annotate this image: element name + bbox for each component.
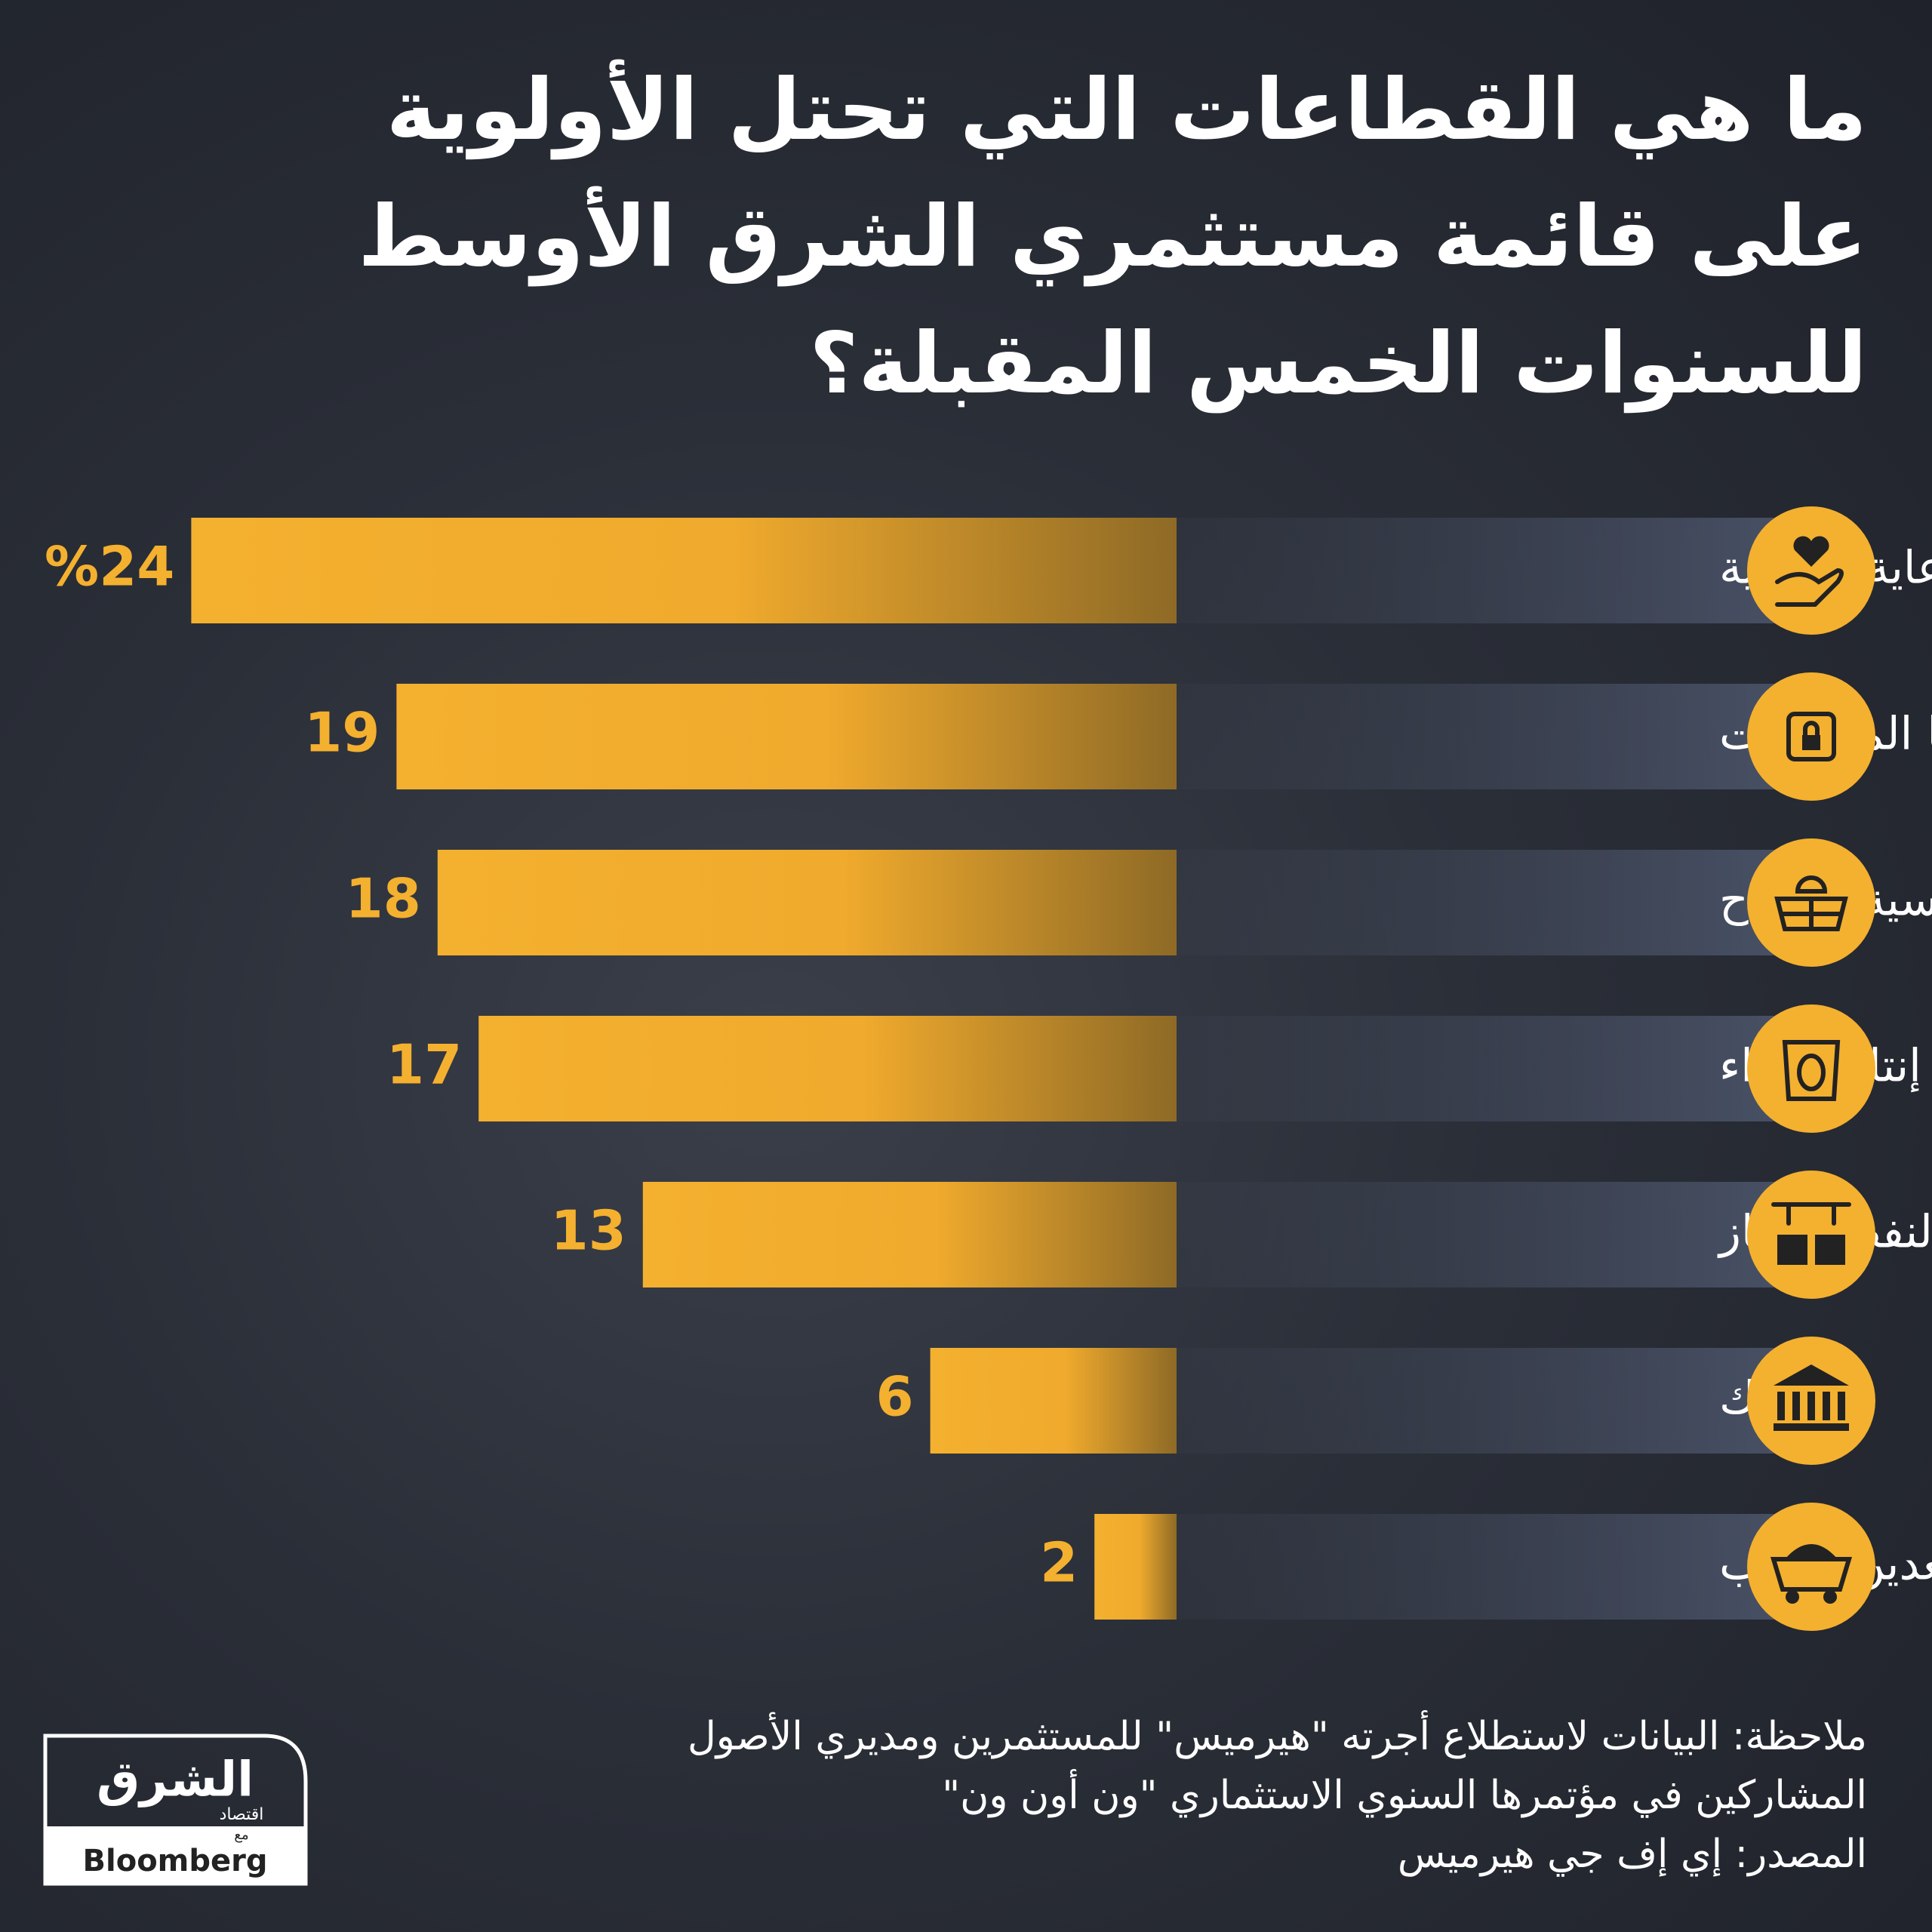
- icon-glyph: [1793, 536, 1829, 567]
- icon: [1747, 1004, 1875, 1133]
- value-label: 19: [304, 701, 380, 764]
- label-strip: [1177, 1016, 1811, 1121]
- bar: [1094, 1514, 1177, 1620]
- value-label: 17: [386, 1033, 462, 1097]
- label-strip: [1177, 1182, 1811, 1287]
- label-strip: [1177, 684, 1811, 789]
- icon-circle: [1747, 1503, 1875, 1631]
- icon-glyph: [1774, 1364, 1849, 1431]
- icon-glyph: [1782, 1040, 1841, 1101]
- label-strip: [1177, 1348, 1811, 1454]
- footnote: ملاحظة: البيانات لاستطلاع أجرته "هيرميس"…: [569, 1707, 1867, 1884]
- value-label: 18: [346, 867, 421, 931]
- chart-title: ما هي القطاعات التي تحتل الأولوية على قا…: [358, 61, 1867, 413]
- note: ملاحظة: البيانات لاستطلاع أجرته "هيرميس"…: [687, 1714, 1867, 1818]
- label-strip: [1177, 1514, 1811, 1620]
- icon-glyph: [1802, 735, 1820, 750]
- icon-glyph: [1777, 1235, 1807, 1265]
- label-strip: [1177, 518, 1811, 623]
- icon-glyph: [1785, 1544, 1838, 1559]
- icon-glyph: [1775, 568, 1844, 607]
- bar: [478, 1016, 1177, 1121]
- icon-glyph: [1807, 1392, 1815, 1420]
- icon-glyph: [1823, 1590, 1837, 1604]
- logo-band: [45, 1826, 306, 1884]
- icon-circle: [1747, 506, 1875, 635]
- value-label: %24: [45, 535, 174, 598]
- icon-glyph: [1792, 1392, 1800, 1420]
- source: المصدر: إي إف جي هيرميس: [1397, 1832, 1867, 1877]
- icon-glyph: [1838, 1392, 1845, 1420]
- icon-glyph: [1786, 712, 1836, 761]
- bar: [191, 518, 1177, 623]
- bar: [930, 1348, 1177, 1454]
- icon-glyph: [1815, 1235, 1845, 1265]
- icon: [1747, 506, 1875, 635]
- icon-circle: [1747, 1004, 1875, 1133]
- icon-glyph: [1803, 721, 1820, 737]
- icon-glyph: [1786, 1590, 1799, 1604]
- icon-glyph: [1823, 1392, 1830, 1420]
- icon: [1747, 838, 1875, 967]
- bar: [396, 684, 1177, 789]
- icon: [1747, 672, 1875, 801]
- logo-partner: Bloomberg: [83, 1844, 268, 1878]
- value-label: 2: [1040, 1531, 1078, 1595]
- icon: [1747, 1503, 1875, 1631]
- logo-frame: [43, 1734, 308, 1886]
- icon: [1747, 1337, 1875, 1465]
- logo-with: مع: [234, 1827, 248, 1843]
- label-strip: [1177, 850, 1811, 955]
- icon-glyph: [1771, 1202, 1851, 1226]
- logo: الشرق اقتصاد مع Bloomberg: [43, 1734, 308, 1886]
- icon: [1747, 1171, 1875, 1299]
- bar: [437, 850, 1177, 955]
- logo-sub: اقتصاد: [220, 1805, 264, 1824]
- value-label: 6: [875, 1365, 913, 1429]
- logo-name: الشرق: [97, 1752, 254, 1808]
- icon-glyph: [1777, 1392, 1785, 1420]
- icon-glyph: [1797, 1054, 1826, 1091]
- icon-glyph: [1774, 875, 1848, 931]
- value-label: 13: [551, 1199, 626, 1263]
- bar: [642, 1182, 1177, 1287]
- icon-circle: [1747, 1171, 1875, 1299]
